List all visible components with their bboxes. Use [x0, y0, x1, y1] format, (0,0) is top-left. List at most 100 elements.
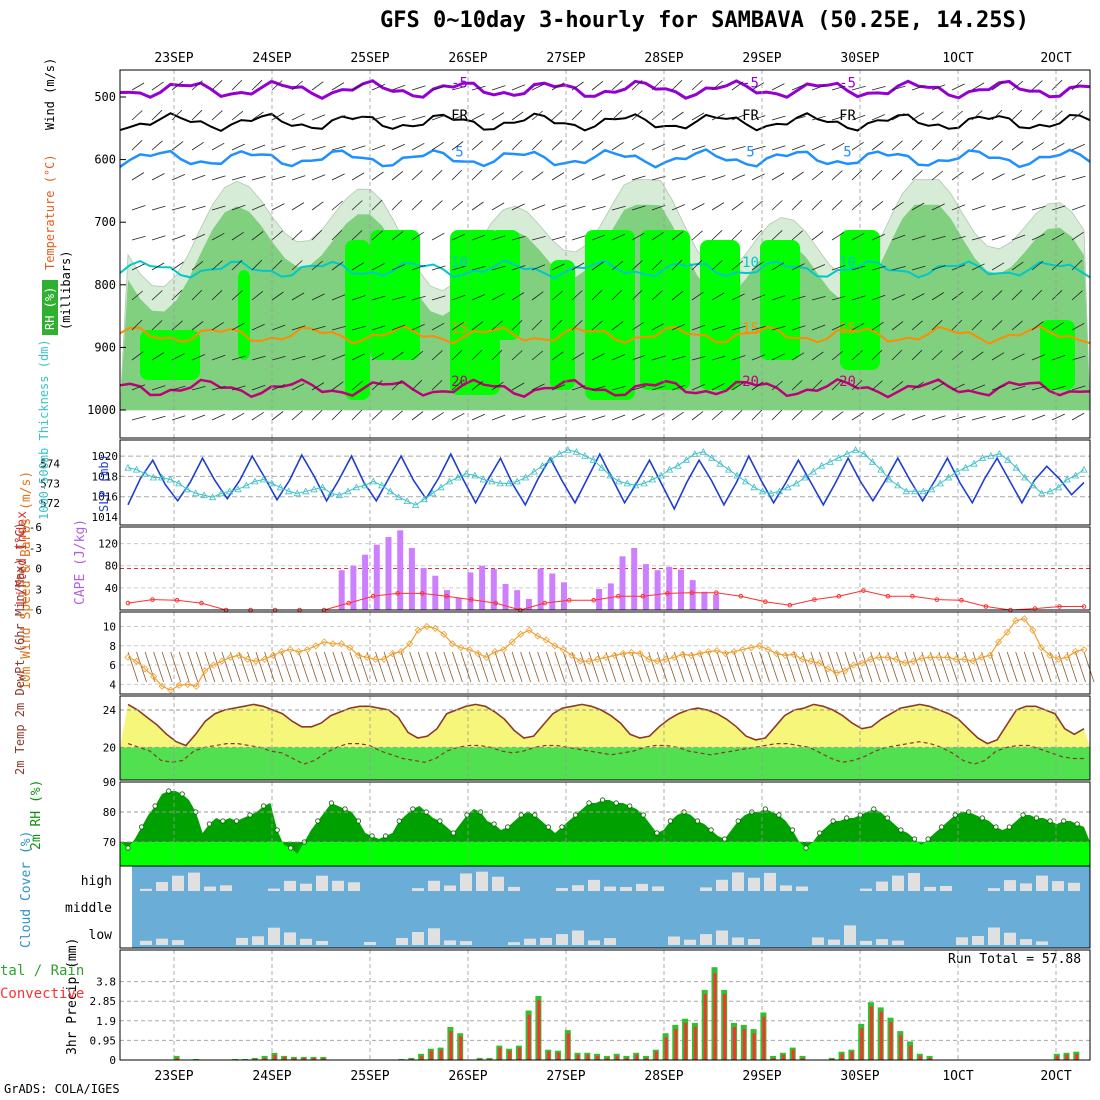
rh2m-point [328, 800, 334, 806]
wind-barb [511, 320, 523, 331]
wind-barb [871, 349, 883, 361]
wind-barb [551, 205, 566, 211]
wind-axis-text: 10m Wind Speed & Barbs (m/s) [19, 471, 34, 690]
wind-barb [251, 411, 264, 421]
wind-barb [851, 412, 865, 421]
thickness-point [809, 467, 817, 475]
lifted-index-point [566, 598, 572, 603]
wind-speed-point [457, 644, 465, 652]
wind-barb [431, 141, 444, 151]
precip-tick-label: 0.95 [90, 1034, 117, 1047]
thickness-point [1012, 463, 1020, 471]
rh-area-90 [345, 240, 370, 400]
isotherm-label: FR [742, 108, 759, 124]
isotherm-label: -5 [839, 75, 856, 91]
wind-barb [371, 199, 383, 211]
wind-barb-10m [870, 651, 881, 683]
wind-barb-10m [460, 651, 472, 683]
wind-barb [271, 203, 285, 211]
wind-barb [131, 110, 143, 121]
precip-convective-bar [302, 1057, 306, 1060]
thickness-point [631, 481, 640, 489]
precip-convective-bar [781, 1054, 785, 1060]
wind-barb [471, 321, 484, 331]
wind-speed-point [628, 648, 636, 657]
wind-barb [411, 264, 426, 271]
wind-barb [791, 84, 806, 91]
precip-convective-bar [684, 1022, 688, 1060]
wind-barb [691, 80, 703, 91]
isotherm-label: 20 [742, 374, 759, 390]
wind-barb [231, 290, 243, 301]
cloud-bar [1004, 932, 1016, 945]
precip-convective-bar [899, 1035, 903, 1060]
wind-speed-point [721, 649, 730, 658]
wind-barb [671, 411, 684, 421]
wind-barb [411, 379, 423, 391]
cape-bar [654, 570, 661, 610]
wind-barb [891, 321, 904, 331]
wind-barb [691, 356, 706, 361]
wind-barb [811, 351, 824, 361]
cape-bar [631, 548, 638, 610]
wind-barb [491, 112, 505, 121]
thickness-point [1004, 455, 1012, 463]
cloud-bar [636, 883, 648, 891]
wind-barb [231, 231, 244, 241]
wind-barb [531, 383, 545, 391]
wind-barb [851, 265, 866, 271]
wind-barb [331, 294, 346, 301]
wind-barb [951, 204, 966, 211]
rh2m-point [708, 827, 714, 833]
wind-barb [571, 290, 583, 301]
wind-barb [771, 200, 783, 211]
wind-barb-10m [409, 651, 421, 683]
wind-barb [631, 232, 645, 241]
rh-area-90 [140, 330, 200, 380]
wind-barb [411, 411, 424, 421]
rh2m-point [342, 806, 348, 812]
wind-barb [1071, 231, 1084, 241]
wind-barb [671, 144, 686, 151]
precip-convective-bar [459, 1036, 463, 1060]
wind-barb-10m [315, 651, 327, 683]
wind-barb [331, 200, 343, 211]
wind-barb [931, 203, 945, 211]
cloud-bar [348, 882, 360, 891]
wind-barb [511, 170, 523, 181]
wind-barb [191, 414, 206, 421]
wind-barb [291, 325, 306, 331]
wind-barb [511, 292, 525, 301]
thickness-point [335, 491, 344, 499]
precip-total-bar [476, 1057, 483, 1060]
wind-speed-point [824, 665, 832, 673]
thickness-point [835, 453, 843, 461]
rh2m-point [694, 818, 701, 824]
slp-tick-label: 1016 [92, 491, 119, 504]
wind-barb [1071, 322, 1085, 331]
wind-barb [191, 386, 206, 391]
wind-barb-10m [801, 651, 813, 683]
rh2m-point [803, 845, 809, 851]
cloud-bar [860, 940, 872, 945]
wind-barb [431, 412, 444, 421]
thickness-point [538, 461, 547, 469]
dewpoint-area [120, 747, 1090, 780]
wind-barb [191, 260, 204, 271]
wind-barb [871, 141, 884, 151]
cape-bar [537, 568, 544, 610]
date-label-bottom: 29SEP [742, 1069, 781, 1084]
wind-barb [591, 415, 606, 421]
wind-barb [711, 113, 725, 121]
wind-barb [571, 173, 585, 181]
precip-convective-bar [566, 1033, 570, 1060]
wind-barb [571, 415, 586, 421]
wind-barb [191, 233, 205, 241]
wind-barb [471, 169, 483, 181]
wind-barb [551, 384, 566, 391]
wind-barb [671, 384, 686, 391]
lifted-index-point [885, 593, 891, 599]
precip-convective-bar [752, 1033, 756, 1060]
wind-barb [1071, 259, 1083, 271]
thickness-tick-label: 572 [40, 497, 60, 510]
